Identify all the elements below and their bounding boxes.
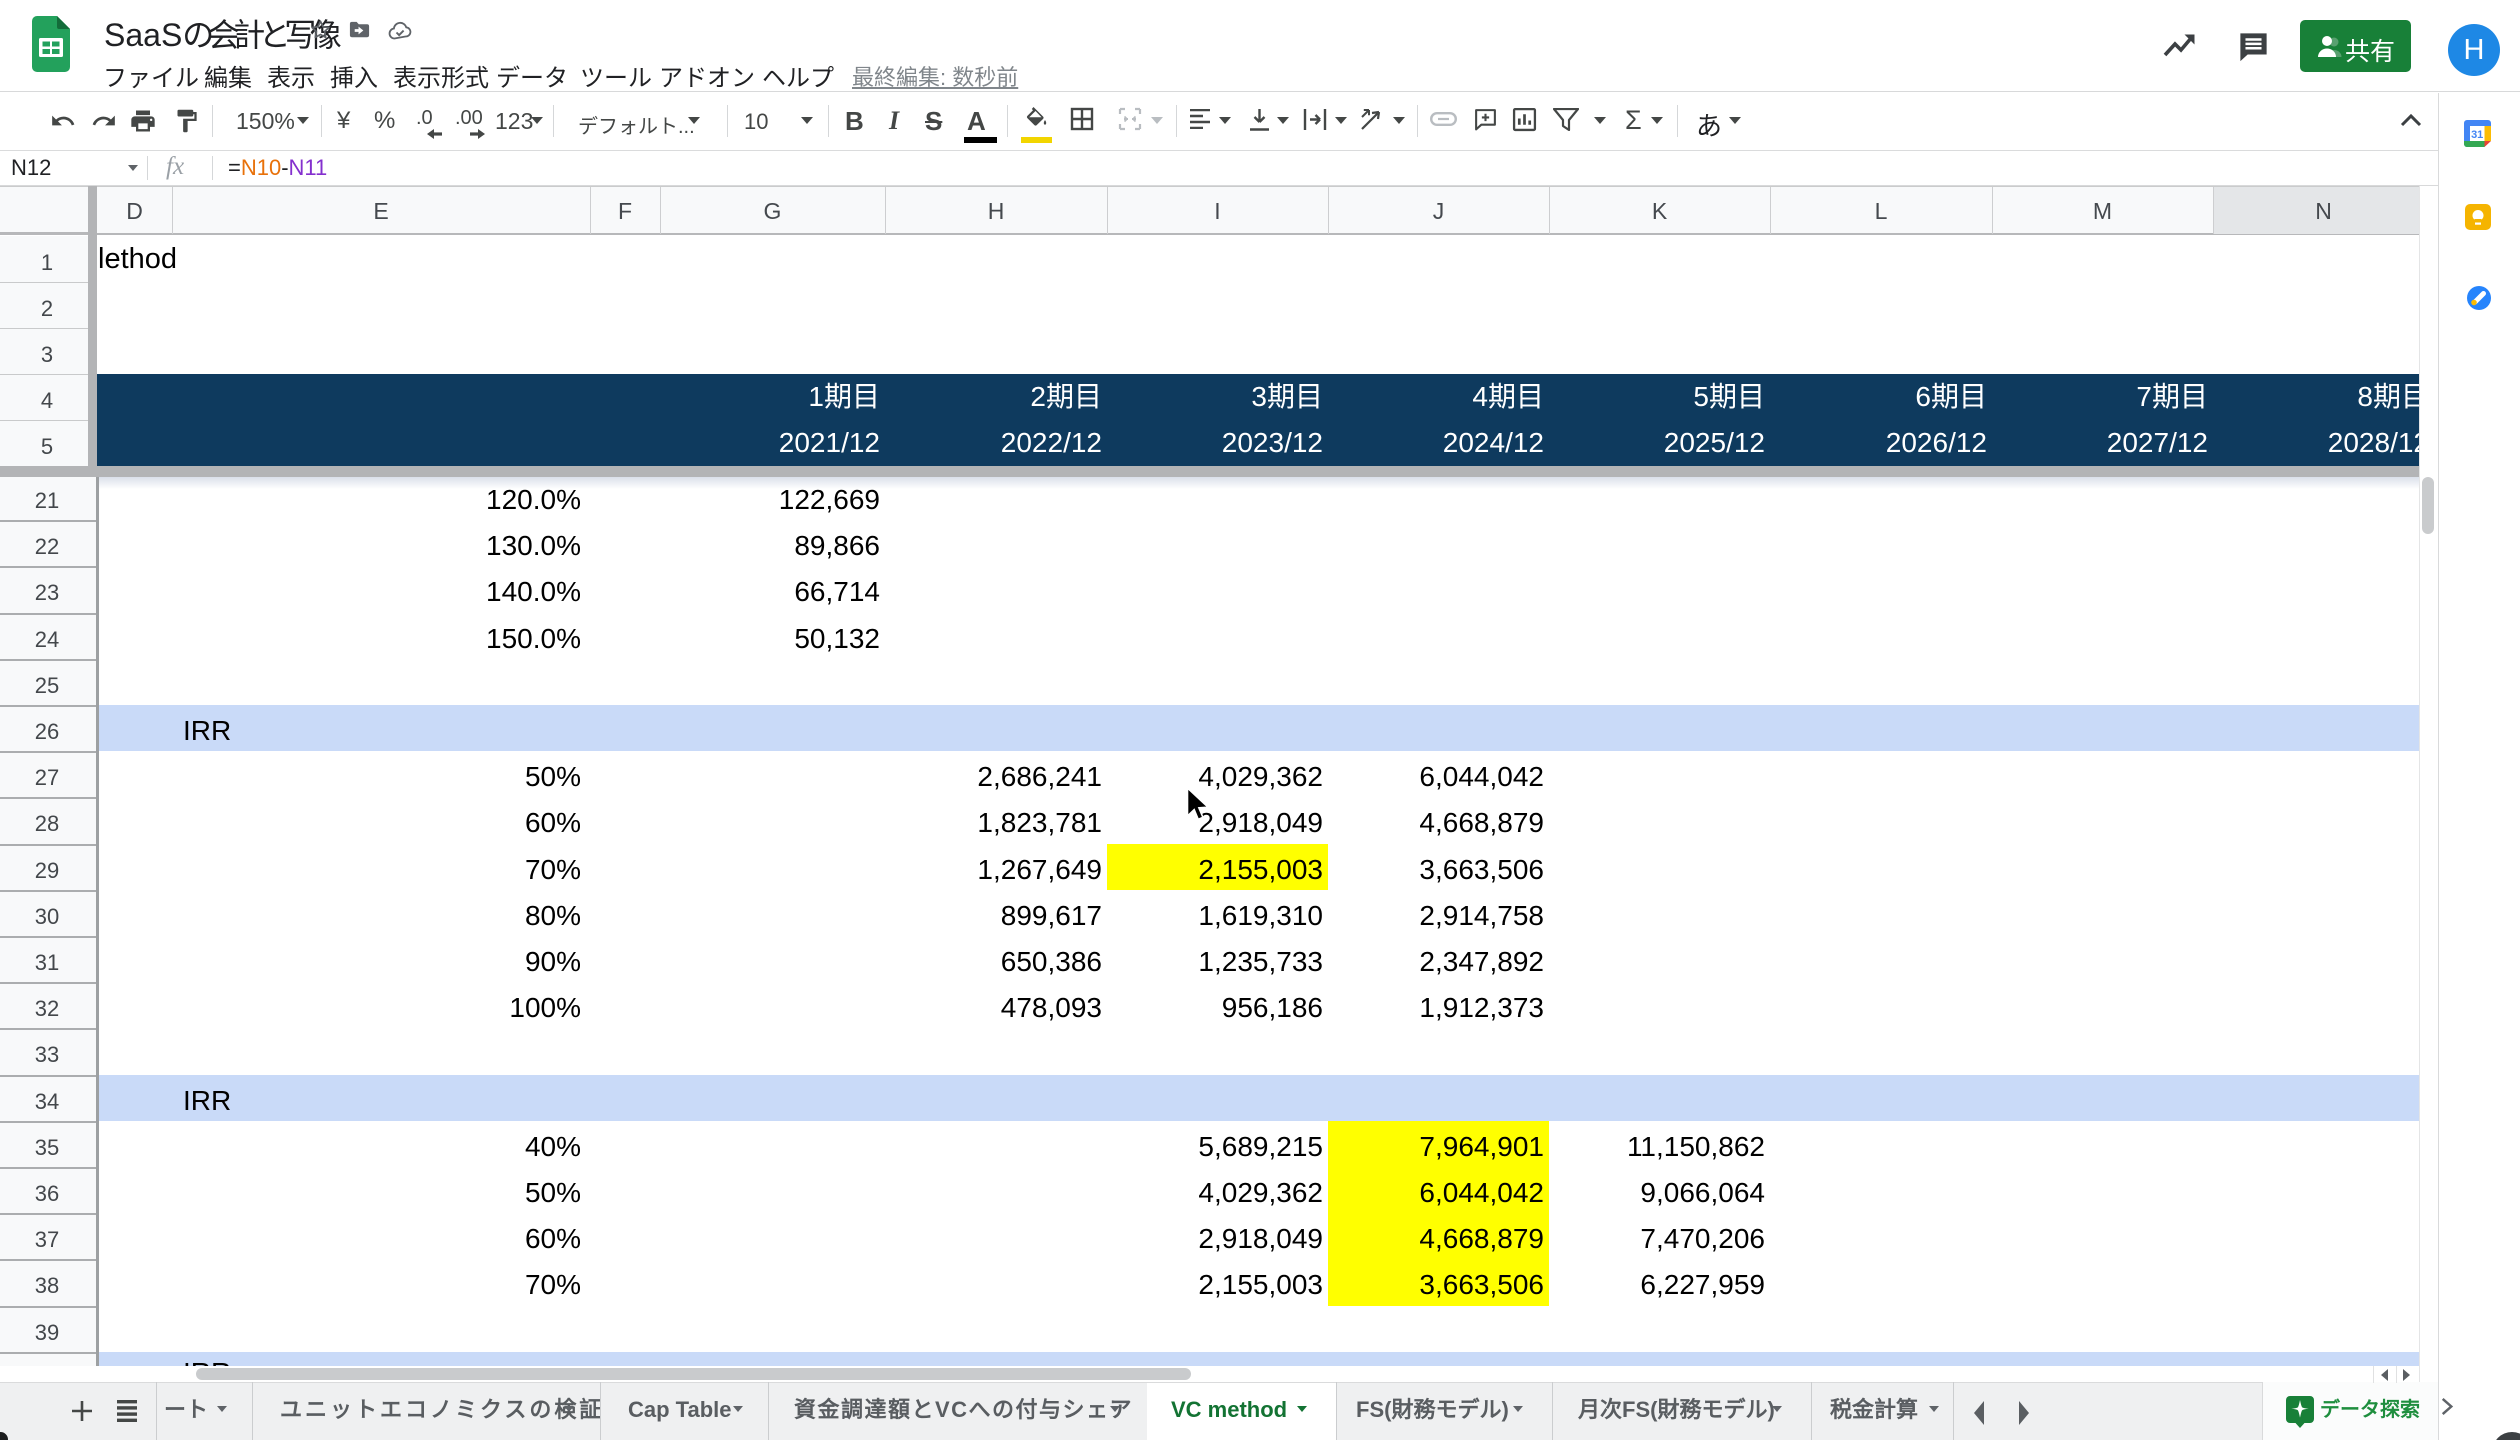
svg-text:31: 31 <box>2471 129 2483 141</box>
